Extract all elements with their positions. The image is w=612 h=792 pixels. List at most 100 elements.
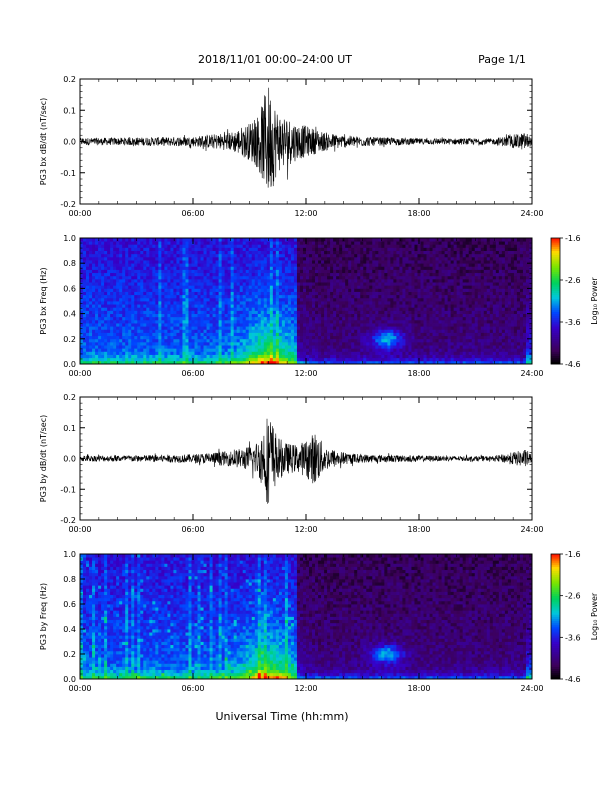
spectrogram-cell bbox=[257, 332, 262, 337]
spectrogram-cell bbox=[293, 360, 298, 365]
spectrogram-cell bbox=[321, 266, 325, 270]
spectrogram-cell bbox=[284, 256, 289, 261]
spectrogram-cell bbox=[284, 253, 289, 258]
spectrogram-cell bbox=[227, 329, 232, 333]
spectrogram-cell bbox=[357, 244, 361, 248]
spectrogram-cell bbox=[188, 266, 192, 270]
spectrogram-cell bbox=[336, 260, 340, 264]
spectrogram-cell bbox=[357, 301, 361, 305]
spectrogram-cell bbox=[221, 323, 226, 327]
spectrogram-cell bbox=[188, 348, 192, 352]
spectrogram-cell bbox=[414, 351, 418, 355]
spectrogram-cell bbox=[98, 316, 102, 321]
spectrogram-cell bbox=[423, 291, 427, 296]
spectrogram-cell bbox=[212, 285, 216, 289]
spectrogram-cell bbox=[296, 338, 301, 343]
spectrogram-cell bbox=[360, 332, 364, 337]
spectrogram-cell bbox=[302, 288, 307, 292]
spectrogram-cell bbox=[387, 297, 391, 302]
spectrogram-cell bbox=[281, 263, 286, 267]
spectrogram-cell bbox=[212, 304, 216, 308]
spectrogram-cell bbox=[146, 304, 150, 308]
spectrogram-cell bbox=[272, 313, 277, 318]
spectrogram-cell bbox=[315, 301, 319, 305]
spectrogram-cell bbox=[432, 341, 436, 346]
spectrogram-cell bbox=[86, 326, 90, 330]
spectrogram-cell bbox=[375, 326, 379, 330]
spectrogram-cell bbox=[366, 354, 370, 359]
spectrogram-cell bbox=[80, 282, 84, 286]
spectrogram-cell bbox=[426, 310, 430, 314]
spectrogram-cell bbox=[95, 307, 99, 311]
spectrogram-cell bbox=[296, 263, 301, 267]
spectrogram-cell bbox=[155, 263, 159, 267]
spectrogram-cell bbox=[399, 266, 403, 270]
spectrogram-cell bbox=[131, 313, 135, 318]
spectrogram-cell bbox=[113, 304, 117, 308]
spectrogram-cell bbox=[200, 278, 204, 283]
spectrogram-cell bbox=[432, 266, 436, 270]
spectrogram-cell bbox=[200, 326, 204, 330]
spectrogram-cell bbox=[98, 241, 102, 245]
spectrogram-cell bbox=[167, 272, 171, 277]
spectrogram-cell bbox=[215, 319, 220, 324]
spectrogram-cell bbox=[179, 238, 183, 242]
spectrogram-cell bbox=[233, 297, 238, 302]
spectrogram-cell bbox=[396, 266, 400, 270]
spectrogram-cell bbox=[173, 297, 177, 302]
spectrogram-cell bbox=[215, 345, 220, 349]
spectrogram-cell bbox=[254, 326, 259, 330]
spectrogram-cell bbox=[176, 275, 180, 280]
spectrogram-cell bbox=[384, 304, 388, 308]
spectrogram-cell bbox=[242, 278, 247, 283]
spectrogram-cell bbox=[390, 323, 394, 327]
spectrogram-cell bbox=[417, 250, 421, 255]
spectrogram-cell bbox=[188, 307, 192, 311]
spectrogram-cell bbox=[363, 341, 367, 346]
spectrogram-cell bbox=[242, 360, 247, 365]
spectrogram-cell bbox=[438, 345, 442, 349]
spectrogram-cell bbox=[420, 238, 424, 242]
spectrogram-cell bbox=[182, 241, 186, 245]
spectrogram-cell bbox=[278, 348, 283, 352]
spectrogram-cell bbox=[330, 250, 334, 255]
spectrogram-cell bbox=[242, 256, 247, 261]
spectrogram-cell bbox=[173, 250, 177, 255]
spectrogram-cell bbox=[414, 285, 418, 289]
spectrogram-cell bbox=[155, 329, 159, 333]
spectrogram-cell bbox=[327, 263, 331, 267]
spectrogram-cell bbox=[372, 329, 376, 333]
spectrogram-cell bbox=[149, 244, 153, 248]
spectrogram-cell bbox=[411, 307, 415, 311]
spectrogram-cell bbox=[257, 319, 262, 324]
spectrogram-cell bbox=[429, 275, 433, 280]
spectrogram-cell bbox=[423, 351, 427, 355]
spectrogram-cell bbox=[194, 323, 198, 327]
spectrogram-cell bbox=[429, 307, 433, 311]
spectrogram-cell bbox=[348, 319, 352, 324]
spectrogram-cell bbox=[230, 241, 235, 245]
spectrogram-cell bbox=[233, 253, 238, 258]
spectrogram-cell bbox=[378, 269, 382, 274]
spectrogram-cell bbox=[110, 288, 114, 292]
spectrogram-cell bbox=[402, 294, 406, 299]
spectrogram-cell bbox=[215, 278, 220, 283]
spectrogram-cell bbox=[318, 272, 322, 277]
spectrogram-cell bbox=[101, 310, 105, 314]
spectrogram-cell bbox=[263, 345, 268, 349]
spectrogram-cell bbox=[351, 272, 355, 277]
spectrogram-cell bbox=[321, 238, 325, 242]
spectrogram-cell bbox=[354, 357, 358, 362]
spectrogram-cell bbox=[363, 291, 367, 296]
spectrogram-cell bbox=[167, 310, 171, 314]
spectrogram-cell bbox=[254, 263, 259, 267]
spectrogram-cell bbox=[293, 291, 298, 296]
spectrogram-cell bbox=[116, 326, 120, 330]
spectrogram-cell bbox=[95, 351, 99, 355]
spectrogram-cell bbox=[227, 310, 232, 314]
spectrogram-cell bbox=[257, 297, 262, 302]
spectrogram-cell bbox=[275, 238, 280, 242]
spectrogram-cell bbox=[369, 360, 373, 365]
spectrogram-cell bbox=[134, 260, 138, 264]
spectrogram-cell bbox=[312, 297, 316, 302]
